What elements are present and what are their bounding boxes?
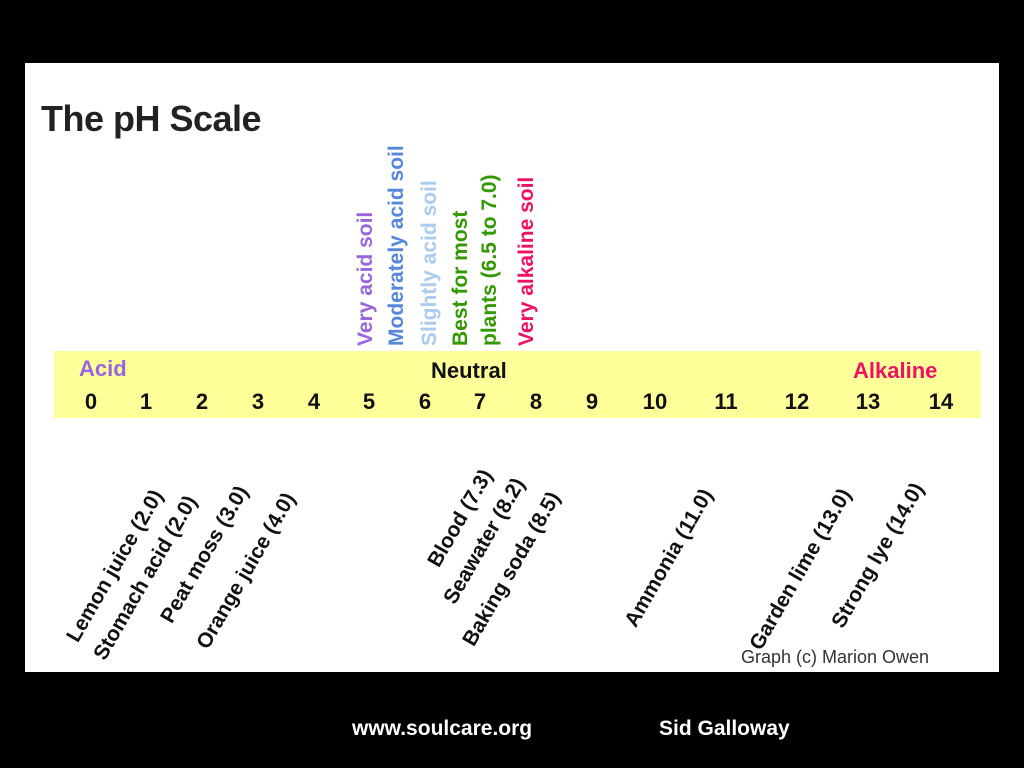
ph-tick-3: 3 [251, 389, 265, 414]
ph-tick-5: 5 [362, 389, 376, 414]
graph-credit: Graph (c) Marion Owen [741, 647, 930, 667]
substance-orange-juice: Orange juice (4.0) [192, 488, 301, 653]
soil-label-very-acid: Very acid soil [354, 211, 377, 346]
neutral-label: Neutral [431, 358, 507, 383]
ph-tick-14: 14 [928, 389, 954, 414]
footer-author: Sid Galloway [659, 717, 790, 740]
ph-tick-1: 1 [139, 389, 153, 414]
soil-label-best-line-1: Best for most [449, 210, 472, 346]
ph-tick-11: 11 [714, 389, 738, 414]
ph-tick-8: 8 [529, 389, 543, 414]
ph-tick-7: 7 [473, 389, 487, 414]
ph-scale-band: Acid Neutral Alkaline 0 1 2 3 4 5 6 7 8 9 10 11 12 13… [54, 351, 981, 418]
ph-tick-6: 6 [418, 389, 432, 414]
ph-scale-diagram: The pH Scale Very acid soil Moderately a… [25, 63, 999, 672]
ph-tick-9: 9 [585, 389, 599, 414]
soil-label-best-line-2: plants (6.5 to 7.0) [478, 174, 501, 346]
soil-label-slightly-acid: Slightly acid soil [418, 180, 441, 346]
ph-tick-12: 12 [784, 389, 810, 414]
diagram-title: The pH Scale [41, 98, 262, 139]
substance-garden-lime: Garden lime (13.0) [745, 484, 857, 654]
ph-tick-2: 2 [195, 389, 209, 414]
ph-tick-4: 4 [307, 389, 321, 414]
acid-label: Acid [79, 356, 127, 381]
footer-website: www.soulcare.org [352, 717, 533, 740]
ph-tick-13: 13 [855, 389, 881, 414]
ph-tick-10: 10 [642, 389, 668, 414]
ph-tick-0: 0 [84, 389, 98, 414]
substance-ammonia: Ammonia (11.0) [620, 485, 718, 631]
alkaline-label: Alkaline [853, 358, 938, 383]
soil-label-moderately-acid: Moderately acid soil [385, 145, 408, 346]
soil-label-very-alkaline: Very alkaline soil [515, 176, 538, 346]
